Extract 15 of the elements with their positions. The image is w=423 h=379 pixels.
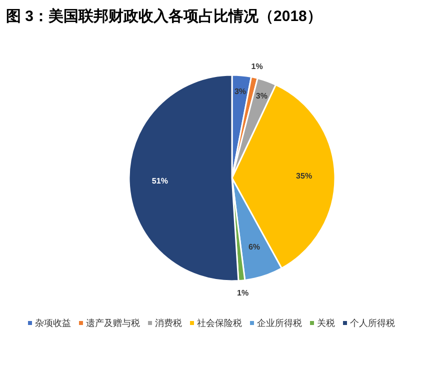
data-label: 3% [234,86,246,96]
legend-label: 社会保险税 [197,318,242,328]
legend-label: 企业所得税 [257,318,302,328]
data-label: 35% [296,172,312,181]
data-label: 6% [248,242,260,252]
legend-label: 关税 [317,318,335,328]
data-label: 3% [256,92,268,101]
legend-label: 遗产及赠与税 [86,318,140,328]
legend-label: 个人所得税 [350,318,395,328]
chart-title: 图 3：美国联邦财政收入各项占比情况（2018） [6,7,322,25]
data-label: 51% [152,176,168,186]
data-label: 1% [237,288,249,298]
legend-label: 消费税 [155,318,182,328]
data-label: 1% [251,62,263,71]
legend-label: 杂项收益 [35,318,71,328]
